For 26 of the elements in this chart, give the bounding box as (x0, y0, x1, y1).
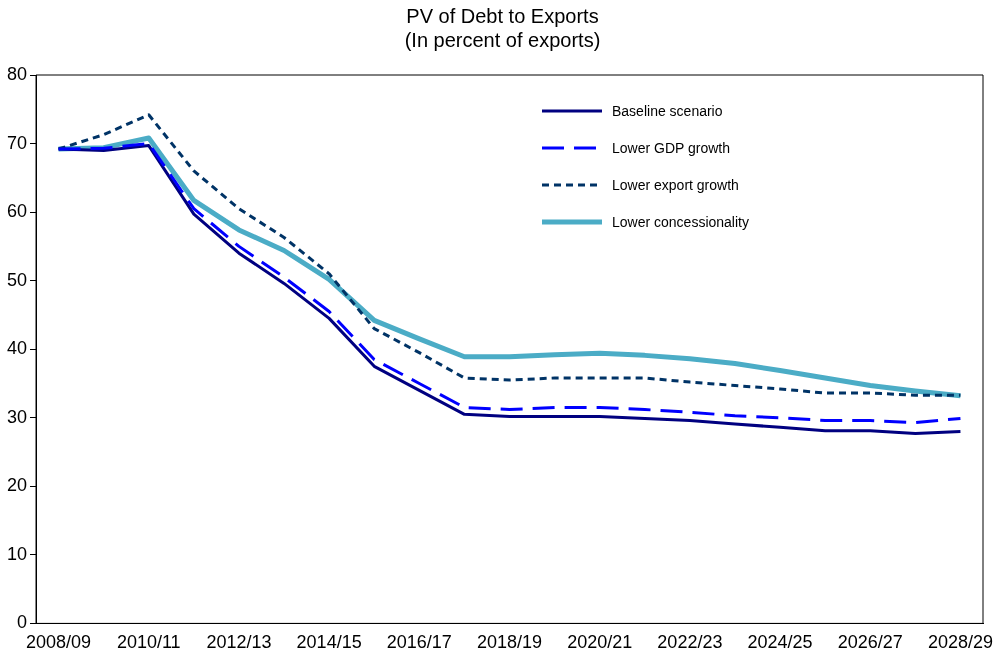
chart-subtitle: (In percent of exports) (403, 28, 602, 52)
x-tick-label: 2018/19 (476, 632, 543, 653)
legend-label: Lower export growth (612, 176, 739, 193)
y-tick-label: 70 (6, 132, 28, 153)
x-tick-label: 2028/29 (927, 632, 993, 653)
x-tick-label: 2008/09 (26, 632, 92, 653)
y-tick-label: 50 (6, 269, 28, 290)
legend-label: Lower concessionality (612, 213, 749, 230)
y-tick-label: 30 (6, 406, 28, 427)
y-tick-label: 80 (6, 63, 28, 84)
y-tick-label: 0 (17, 612, 28, 633)
x-tick-label: 2020/21 (567, 632, 633, 653)
x-tick-label: 2026/27 (837, 632, 903, 653)
y-tick-label: 20 (6, 475, 28, 496)
x-tick-label: 2022/23 (657, 632, 723, 653)
x-tick-label: 2014/15 (296, 632, 362, 653)
x-tick-label: 2010/11 (116, 632, 181, 653)
y-tick-label: 40 (6, 338, 28, 359)
legend-label: Lower GDP growth (612, 139, 731, 156)
legend-label: Baseline scenario (612, 102, 723, 119)
chart-title: PV of Debt to Exports (405, 4, 600, 28)
y-tick-label: 60 (6, 201, 28, 222)
x-tick-label: 2024/25 (747, 632, 813, 653)
x-tick-label: 2012/13 (206, 632, 272, 653)
x-tick-label: 2016/17 (386, 632, 452, 653)
y-tick-label: 10 (6, 543, 28, 564)
